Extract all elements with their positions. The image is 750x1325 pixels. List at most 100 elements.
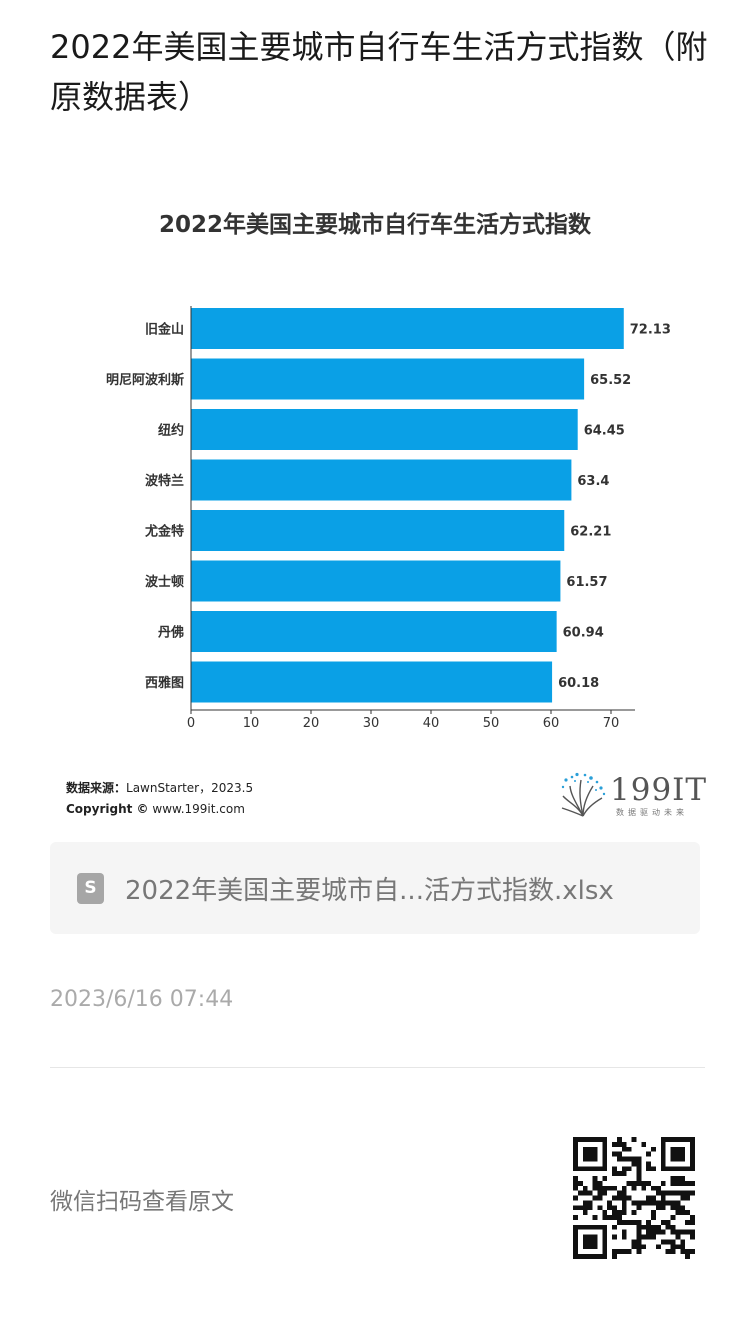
qr-module: [597, 1137, 603, 1142]
qr-module: [573, 1137, 578, 1142]
qr-module: [621, 1190, 627, 1196]
copyright-text: www.199it.com: [152, 802, 245, 816]
qr-module: [680, 1195, 686, 1201]
category-label: 波特兰: [145, 473, 184, 489]
attachment-card[interactable]: S 2022年美国主要城市自...活方式指数.xlsx: [50, 842, 700, 934]
qr-module: [612, 1151, 617, 1157]
qr-module: [665, 1224, 671, 1230]
qr-module: [616, 1219, 622, 1225]
qr-module: [582, 1156, 588, 1162]
qr-module: [573, 1180, 578, 1186]
qr-module: [582, 1185, 588, 1191]
qr-module: [602, 1137, 608, 1142]
qr-module: [597, 1180, 603, 1186]
qr-module: [612, 1195, 617, 1201]
x-tick-label: 0: [187, 716, 195, 731]
qr-module: [641, 1180, 647, 1186]
x-tick-label: 50: [483, 716, 500, 731]
qr-module: [631, 1137, 637, 1142]
x-tick-label: 60: [543, 716, 560, 731]
qr-module: [602, 1215, 608, 1220]
qr-module: [592, 1234, 598, 1240]
qr-module: [587, 1137, 593, 1142]
bar-6: [191, 560, 561, 602]
qr-module: [587, 1234, 593, 1240]
chart-source: 数据来源：LawnStarter，2023.5 Copyright © www.…: [66, 778, 253, 820]
attachment-filename[interactable]: 2022年美国主要城市自...活方式指数.xlsx: [125, 876, 614, 906]
qr-module: [675, 1156, 681, 1162]
qr-module: [660, 1200, 666, 1206]
publish-timestamp: 2023/6/16 07:44: [50, 987, 234, 1012]
qr-module: [573, 1224, 578, 1230]
qr-module: [680, 1137, 686, 1142]
qr-module: [685, 1249, 691, 1255]
category-label: 旧金山: [145, 322, 184, 338]
qr-module: [665, 1239, 671, 1245]
qr-module: [680, 1180, 686, 1186]
qr-code-icon[interactable]: [573, 1137, 695, 1259]
qr-module: [582, 1244, 588, 1250]
qr-module: [636, 1166, 642, 1172]
qr-module: [665, 1219, 671, 1225]
qr-module: [690, 1151, 695, 1157]
qr-module: [651, 1146, 656, 1152]
qr-module: [616, 1210, 622, 1216]
qr-module: [612, 1171, 617, 1177]
qr-module: [616, 1137, 622, 1142]
qr-module: [641, 1200, 647, 1206]
qr-module: [573, 1254, 578, 1259]
qr-module: [587, 1166, 593, 1172]
qr-module: [621, 1141, 627, 1147]
qr-module: [592, 1224, 598, 1230]
qr-module: [655, 1200, 661, 1206]
qr-module: [573, 1195, 578, 1201]
qr-module: [675, 1190, 681, 1196]
qr-module: [573, 1156, 578, 1162]
value-label: 60.18: [558, 676, 599, 691]
qr-module: [660, 1166, 666, 1172]
qr-module: [612, 1141, 617, 1147]
qr-module: [636, 1180, 642, 1186]
qr-module: [636, 1161, 642, 1167]
qr-module: [675, 1205, 681, 1211]
qr-module: [660, 1137, 666, 1142]
qr-module: [626, 1249, 632, 1255]
qr-module: [597, 1190, 603, 1196]
qr-module: [680, 1151, 686, 1157]
qr-module: [587, 1146, 593, 1152]
qr-module: [646, 1234, 652, 1240]
qr-module: [602, 1146, 608, 1152]
qr-module: [631, 1200, 637, 1206]
qr-module: [607, 1200, 613, 1206]
qr-module: [660, 1239, 666, 1245]
qr-module: [685, 1254, 691, 1259]
qr-module: [631, 1180, 637, 1186]
bar-8: [191, 661, 553, 703]
qr-module: [626, 1195, 632, 1201]
qr-module: [616, 1195, 622, 1201]
qr-module: [655, 1205, 661, 1211]
qr-module: [612, 1249, 617, 1255]
qr-module: [690, 1190, 695, 1196]
qr-module: [660, 1146, 666, 1152]
qr-module: [607, 1185, 613, 1191]
qr-module: [582, 1210, 588, 1216]
qr-module: [690, 1215, 695, 1220]
qr-module: [592, 1151, 598, 1157]
qr-module: [636, 1176, 642, 1181]
qr-module: [573, 1244, 578, 1250]
qr-module: [612, 1254, 617, 1259]
qr-module: [592, 1239, 598, 1245]
qr-module: [680, 1176, 686, 1181]
qr-module: [626, 1180, 632, 1186]
qr-module: [631, 1161, 637, 1167]
qr-module: [626, 1219, 632, 1225]
x-tick-label: 30: [363, 716, 380, 731]
qr-module: [670, 1249, 676, 1255]
qr-module: [670, 1205, 676, 1211]
qr-module: [582, 1151, 588, 1157]
qr-module: [621, 1185, 627, 1191]
value-label: 72.13: [630, 323, 671, 338]
chart-image: 2022年美国主要城市自行车生活方式指数 旧金山 72.13 明尼阿波利斯 65.52 纽…: [50, 180, 706, 830]
qr-module: [646, 1180, 652, 1186]
